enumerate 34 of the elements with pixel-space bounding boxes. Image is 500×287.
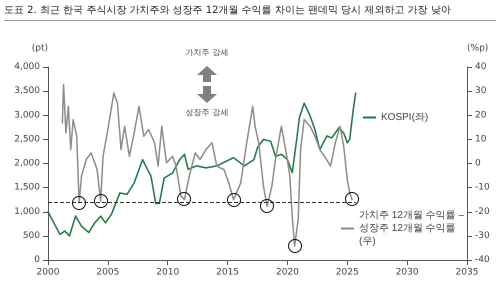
y2-tick-label: -20 [475,206,490,217]
y-tick-label: 500 [22,230,40,241]
y-tick-label: 1,500 [14,182,40,193]
text: 가치주 강세 [186,47,228,58]
y-tick-label: 3,500 [14,86,40,96]
y2-tick-label: -40 [475,255,490,265]
y-axis-title: (pt) [32,44,48,54]
y-tick-label: 1,000 [14,206,40,217]
x-tick-label: 2030 [396,268,419,278]
x-tick-label: 2025 [336,268,359,278]
x-tick-label: 2020 [276,268,300,278]
y2-tick-label: -10 [475,182,490,193]
y-tick-label: 0 [34,255,40,265]
legend-label: 가치주 12개월 수익률 – 성장주 12개월 수익률 (우) [359,210,464,247]
y2-tick-label: 10 [475,134,487,144]
legend-label: KOSPI(좌) [381,112,428,123]
chart-title: 도표 2. 최근 한국 주식시장 가치주와 성장주 12개월 수익률 차이는 팬데믹 당시 제외하고 가장 낮아 [4,3,496,21]
y2-tick-label: 0 [475,158,481,168]
y-tick-label: 3,000 [14,110,40,120]
y2-tick-label: -30 [475,230,490,241]
y2-axis-title: (%p) [467,44,488,54]
y2-tick-label: 40 [475,62,487,72]
y2-tick-label: 30 [475,86,487,96]
y-tick-label: 2,000 [14,158,40,168]
x-tick-label: 2015 [216,268,240,278]
x-tick-label: 2035 [456,268,478,278]
annotation: 성장주 강세 [186,107,228,118]
y-tick-label: 2,500 [14,134,40,144]
y-tick-label: 4,000 [14,62,40,72]
y2-tick-label: 20 [475,110,487,120]
line-series [47,92,356,237]
x-tick-label: 2010 [156,268,180,278]
x-tick-label: 2000 [36,268,60,278]
x-tick-label: 2005 [96,268,120,278]
